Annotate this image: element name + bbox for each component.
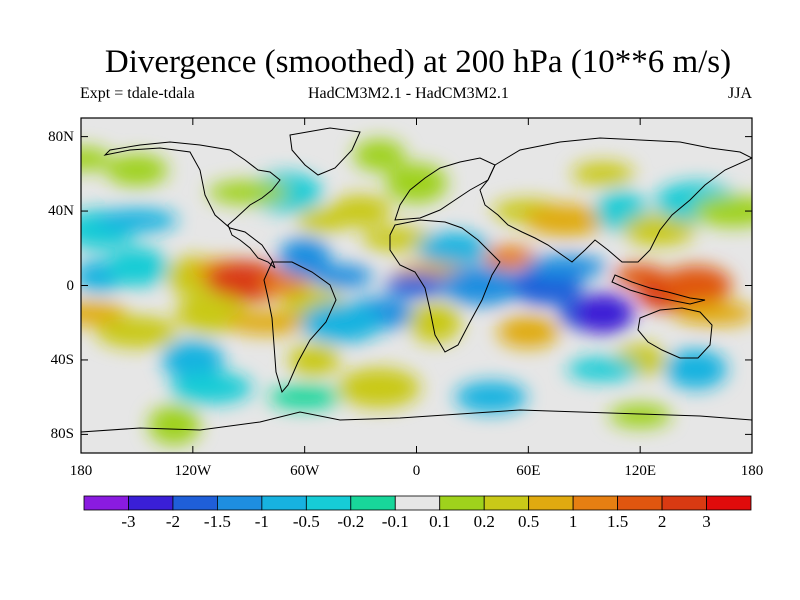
divergence-blob (566, 357, 639, 382)
divergence-blob (300, 302, 383, 343)
lon-tick-label: 120E (624, 463, 656, 479)
colorbar-label: -2 (165, 512, 180, 531)
colorbar-swatch (350, 495, 396, 511)
colorbar-label: 3 (702, 512, 711, 531)
colorbar-label: -1.5 (203, 512, 231, 531)
coastline-indonesia (611, 274, 706, 305)
divergence-blob (105, 154, 168, 187)
colorbar-swatch (706, 495, 752, 511)
colorbar-label: 0.2 (473, 512, 495, 531)
divergence-blob (609, 403, 672, 428)
divergence-blob (287, 343, 340, 376)
divergence-blob (571, 161, 634, 186)
divergence-blob (660, 265, 733, 306)
lon-tick-label: 120W (174, 463, 212, 479)
colorbar-label: 2 (657, 512, 667, 531)
coastline-greenland (289, 127, 361, 176)
season-label: JJA (727, 85, 752, 102)
colorbar-swatch (572, 495, 619, 511)
colorbar-label: 1 (568, 512, 578, 531)
coastline-asia (479, 137, 752, 263)
divergence-blob (268, 385, 341, 410)
divergence-blob (353, 139, 406, 172)
colorbar (83, 495, 752, 511)
colorbar-label: -1 (254, 512, 269, 531)
divergence-blob (524, 254, 607, 279)
model-label: HadCM3M2.1 - HadCM3M2.1 (308, 85, 509, 102)
coastline-south-america (263, 261, 337, 394)
divergence-blob (483, 245, 536, 270)
divergence-blob (338, 367, 421, 408)
colorbar-swatch (483, 495, 530, 511)
divergence-blob (455, 381, 528, 414)
lon-tick-label: 60W (290, 463, 320, 479)
divergence-blob (278, 237, 331, 278)
divergence-blob (95, 316, 178, 349)
divergence-blob (310, 264, 373, 289)
divergence-blob (148, 405, 201, 446)
colorbar-label: 1.5 (606, 512, 629, 531)
lat-tick-label: 40S (50, 351, 74, 368)
coastline-antarctica (81, 409, 752, 433)
divergence-blob (170, 371, 253, 404)
lon-tick-label: 0 (412, 463, 421, 479)
colorbar-swatch (83, 495, 129, 511)
colorbar-label: 0.1 (429, 512, 451, 531)
colorbar-swatch (528, 495, 574, 511)
divergence-blob (95, 208, 178, 233)
colorbar-swatch (439, 495, 485, 511)
lat-tick-label: 80S (50, 426, 74, 443)
colorbar-swatch (661, 495, 707, 511)
lat-tick-label: 80N (48, 128, 74, 145)
divergence-blob (105, 246, 168, 287)
map-title: Divergence (smoothed) at 200 hPa (10**6 … (104, 44, 732, 80)
divergence-blob (665, 349, 728, 390)
colorbar-swatch (172, 495, 218, 511)
colorbar-swatch (305, 495, 352, 511)
divergence-blob (226, 310, 309, 335)
divergence-blob (673, 301, 752, 326)
divergence-blob (571, 293, 634, 334)
colorbar-label: -3 (121, 512, 136, 531)
divergence-blob (161, 339, 224, 380)
coastline-australia (637, 307, 713, 359)
lon-tick-label: 180 (740, 463, 764, 479)
colorbar-swatch (261, 495, 307, 511)
divergence-blob (81, 146, 111, 171)
colorbar-swatch (617, 495, 663, 511)
divergence-blob (385, 273, 448, 298)
colorbar-label: 0.5 (518, 512, 540, 531)
lat-tick-label: 0 (66, 277, 75, 294)
colorbar-label: -0.5 (292, 512, 320, 531)
divergence-blob (329, 195, 392, 228)
divergence-blob (622, 213, 695, 246)
divergence-blob (361, 226, 434, 251)
colorbar-swatch (216, 495, 263, 511)
lon-tick-label: 180 (69, 463, 93, 479)
coastlines (81, 127, 752, 433)
divergence-blob (692, 195, 752, 228)
divergence-blob (409, 302, 462, 343)
divergence-blob (524, 204, 607, 237)
coastline-africa (389, 219, 501, 353)
colorbar-label: -0.1 (381, 512, 409, 531)
divergence-blob (417, 232, 490, 265)
divergence-blob (497, 316, 560, 349)
coastline-europe (394, 157, 496, 221)
divergence-blob (440, 265, 523, 306)
axis-ticks (80, 118, 753, 453)
colorbar-swatch (128, 495, 174, 511)
experiment-label: Expt = tdale-tdala (80, 85, 195, 102)
coastline-north-america (103, 141, 281, 269)
lat-tick-label: 40N (48, 203, 74, 220)
lon-tick-label: 60E (516, 463, 541, 479)
colorbar-label: -0.2 (337, 512, 365, 531)
divergence-blob (207, 180, 290, 205)
colorbar-swatch (394, 495, 441, 511)
